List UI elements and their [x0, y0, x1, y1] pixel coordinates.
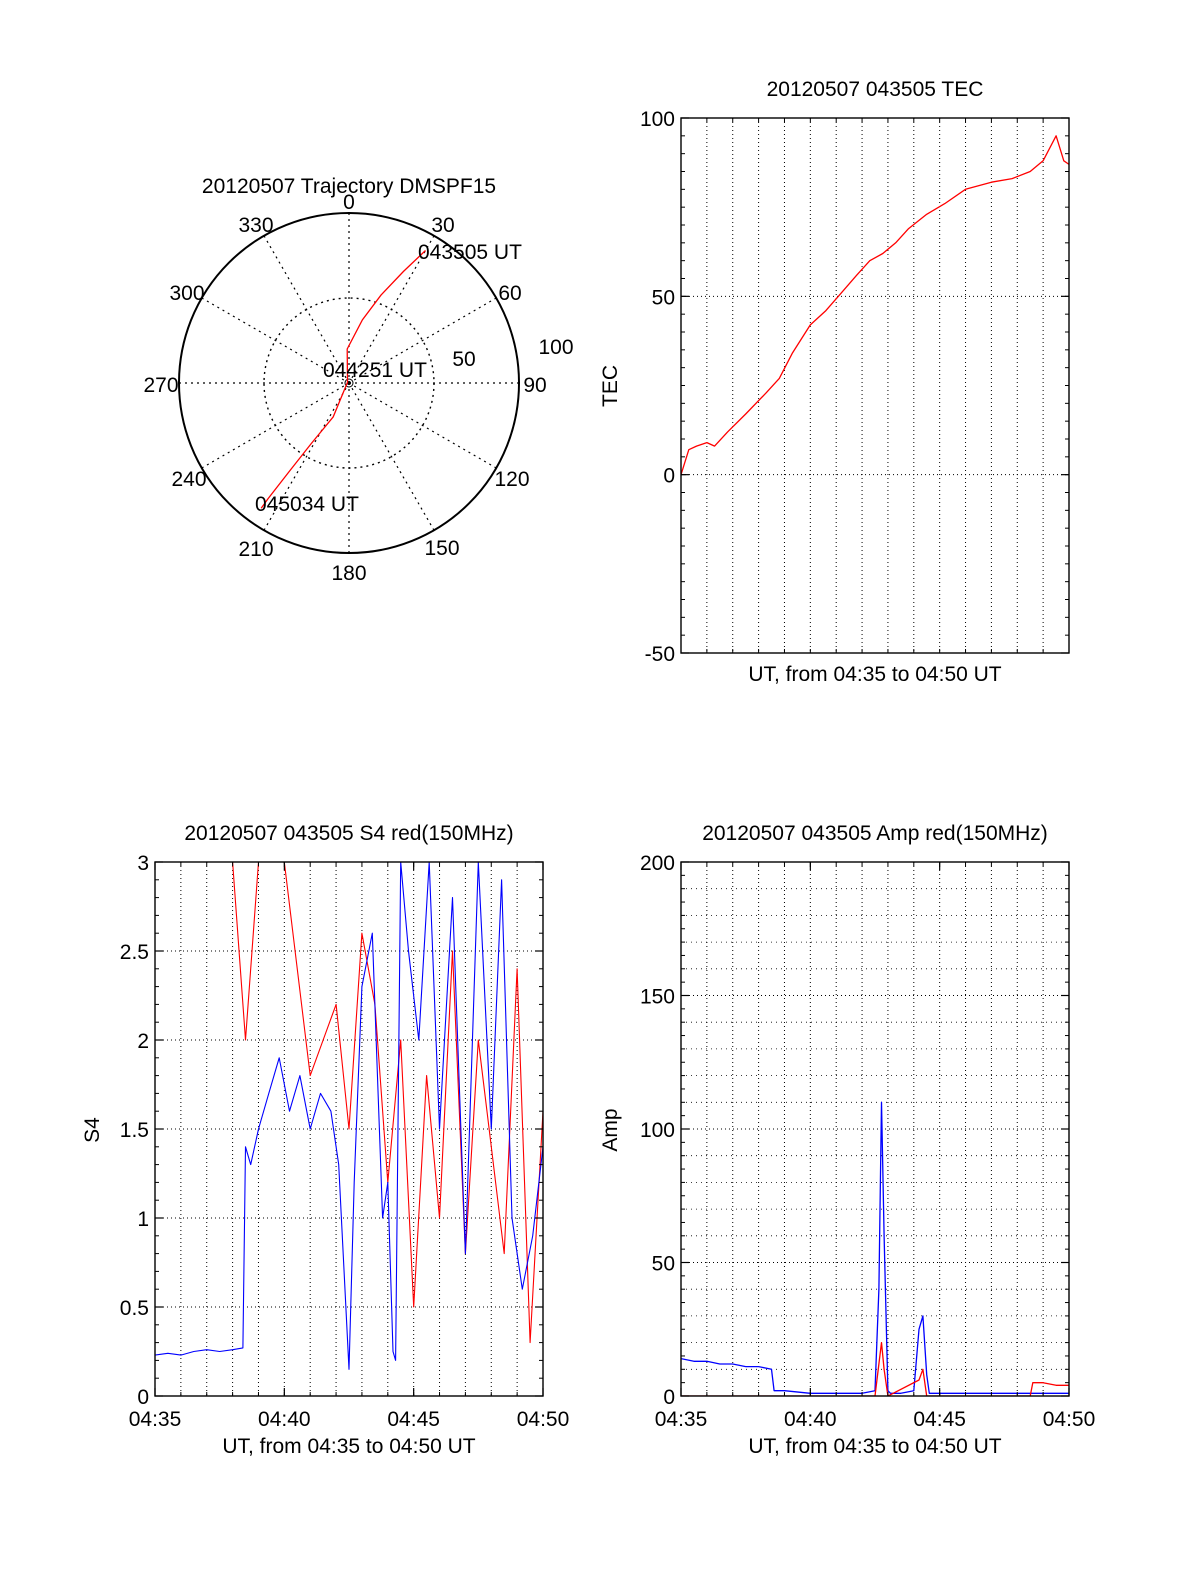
polar-spoke-300	[201, 297, 350, 384]
y-tick-label: -50	[645, 643, 675, 666]
y-tick-label: 100	[640, 108, 675, 131]
s4-ylabel: S4	[81, 1117, 104, 1143]
tec-title: 20120507 043505 TEC	[767, 78, 984, 101]
series-group	[681, 1101, 1069, 1396]
x-tick-label: 04:50	[1043, 1408, 1096, 1431]
x-tick-label: 04:35	[129, 1408, 182, 1431]
series-line-1	[155, 862, 543, 1344]
y-tick-label: 0	[663, 465, 675, 488]
polar-az-tick: 300	[169, 282, 204, 305]
x-tick-label: 04:40	[784, 1408, 837, 1431]
y-tick-label: 0	[663, 1386, 675, 1409]
polar-panel: 20120507 Trajectory DMSPF15 0 30 60 90 120 15…	[143, 175, 573, 585]
y-tick-label: 150	[640, 986, 675, 1009]
polar-title: 20120507 Trajectory DMSPF15	[202, 175, 496, 198]
polar-az-tick: 90	[523, 374, 546, 397]
series-group	[155, 862, 543, 1370]
y-tick-label: 3	[137, 852, 149, 875]
polar-grid: 0 30 60 90 120 150 180 210 240 270 300 330 50 100	[143, 191, 573, 585]
polar-time-label: 043505 UT	[418, 241, 522, 264]
x-tick-label: 04:35	[655, 1408, 708, 1431]
polar-time-label: 045034 UT	[255, 493, 359, 516]
polar-az-tick: 330	[238, 214, 273, 237]
y-tick-label: 0	[137, 1386, 149, 1409]
tec-ylabel: TEC	[599, 365, 622, 407]
series-line-0	[681, 1101, 1069, 1394]
tec-plot-area: -50 0 50 100	[640, 108, 1070, 666]
polar-trajectory-line	[260, 250, 426, 509]
amp-title: 20120507 043505 Amp red(150MHz)	[702, 822, 1048, 845]
y-tick-label: 2	[137, 1030, 149, 1053]
polar-az-tick: 60	[498, 282, 521, 305]
tec-panel: 20120507 043505 TEC TEC UT, from 04:35 t…	[599, 78, 1070, 686]
series-line-0	[681, 135, 1069, 475]
polar-az-tick: 270	[143, 374, 178, 397]
series-line-0	[155, 862, 543, 1370]
y-tick-label: 50	[652, 286, 675, 309]
polar-r-tick: 100	[538, 336, 573, 359]
amp-ylabel: Amp	[599, 1108, 622, 1151]
y-tick-label: 100	[640, 1119, 675, 1142]
tec-xlabel: UT, from 04:35 to 04:50 UT	[748, 663, 1001, 686]
polar-spoke-210	[263, 382, 350, 531]
polar-spoke-150	[348, 382, 435, 531]
y-tick-label: 50	[652, 1253, 675, 1276]
s4-xlabel: UT, from 04:35 to 04:50 UT	[222, 1435, 475, 1458]
s4-plot-area: 0 0.5 1 1.5 2 2.5 3 04:35 04:40 04:45 04:50	[120, 852, 569, 1431]
x-tick-label: 04:45	[387, 1408, 440, 1431]
polar-az-tick: 120	[494, 468, 529, 491]
polar-r-tick: 50	[452, 348, 475, 371]
polar-az-tick: 30	[431, 214, 454, 237]
s4-panel: 20120507 043505 S4 red(150MHz) S4 UT, fr…	[81, 822, 569, 1458]
amp-xlabel: UT, from 04:35 to 04:50 UT	[748, 1435, 1001, 1458]
polar-az-tick: 210	[238, 538, 273, 561]
polar-az-tick: 150	[424, 537, 459, 560]
y-tick-label: 1.5	[120, 1119, 149, 1142]
polar-spoke-60	[348, 297, 497, 384]
polar-spoke-120	[348, 382, 497, 469]
y-tick-label: 200	[640, 852, 675, 875]
polar-ring-outer	[178, 212, 520, 554]
polar-az-tick: 240	[171, 468, 206, 491]
polar-az-tick: 180	[331, 562, 366, 585]
s4-title: 20120507 043505 S4 red(150MHz)	[184, 822, 513, 845]
polar-series	[260, 250, 426, 509]
series-group	[681, 135, 1069, 475]
polar-center-marker	[344, 378, 354, 388]
x-tick-label: 04:40	[258, 1408, 311, 1431]
plot-frame	[680, 117, 1070, 654]
polar-labels: 043505 UT 044251 UT 045034 UT	[255, 241, 522, 516]
series-line-1	[681, 1341, 1069, 1396]
polar-time-label: 044251 UT	[323, 359, 427, 382]
y-tick-label: 0.5	[120, 1297, 149, 1320]
amp-panel: 20120507 043505 Amp red(150MHz) Amp UT, …	[599, 822, 1095, 1458]
y-tick-label: 1	[137, 1208, 149, 1231]
x-tick-label: 04:50	[517, 1408, 570, 1431]
y-tick-label: 2.5	[120, 941, 149, 964]
polar-ring-50	[263, 297, 435, 469]
plot-frame	[680, 861, 1070, 1397]
x-tick-label: 04:45	[913, 1408, 966, 1431]
amp-plot-area: 0 50 100 150 200 04:35 04:40 04:45 04:50	[640, 852, 1095, 1431]
polar-az-tick: 0	[343, 191, 355, 214]
